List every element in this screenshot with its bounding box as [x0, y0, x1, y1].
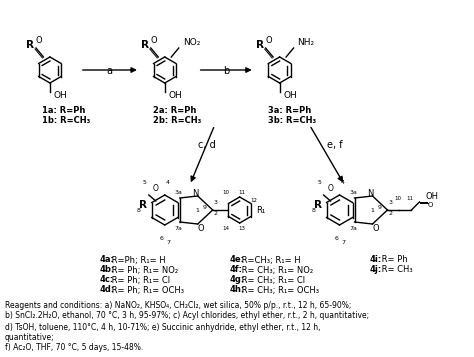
Text: R: R	[255, 40, 264, 50]
Text: 3a: 3a	[175, 190, 182, 195]
Text: 10: 10	[394, 196, 401, 201]
Text: 4a:: 4a:	[100, 256, 115, 265]
Text: O: O	[265, 35, 272, 45]
Text: c, d: c, d	[198, 140, 216, 150]
Text: 9: 9	[203, 205, 207, 210]
Text: R= Ph; R₁= Cl: R= Ph; R₁= Cl	[109, 276, 171, 285]
Text: 3: 3	[389, 200, 392, 205]
Text: 7a: 7a	[175, 226, 182, 231]
Text: 7: 7	[342, 240, 346, 245]
Text: 6: 6	[160, 236, 164, 241]
Text: 14: 14	[222, 226, 229, 231]
Text: 2a: R=Ph: 2a: R=Ph	[153, 106, 196, 115]
Text: R: R	[139, 200, 147, 210]
Text: 6: 6	[335, 236, 338, 241]
Text: b: b	[223, 66, 229, 76]
Text: b) SnCl₂.2H₂O, ethanol, 70 °C, 3 h, 95-97%; c) Acyl chlorides, ethyl ether, r.t.: b) SnCl₂.2H₂O, ethanol, 70 °C, 3 h, 95-9…	[5, 312, 369, 321]
Text: R: R	[26, 40, 34, 50]
Text: 12: 12	[250, 197, 257, 202]
Text: 4d:: 4d:	[100, 286, 115, 295]
Text: O: O	[428, 202, 433, 208]
Text: 4g:: 4g:	[230, 276, 245, 285]
Text: R= CH₃; R₁= Cl: R= CH₃; R₁= Cl	[239, 276, 305, 285]
Text: d) TsOH, toluene, 110°C, 4 h, 10-71%; e) Succinic anhydride, ethyl ether, r.t., : d) TsOH, toluene, 110°C, 4 h, 10-71%; e)…	[5, 322, 320, 332]
Text: 4b:: 4b:	[100, 266, 115, 275]
Text: R= Ph; R₁= OCH₃: R= Ph; R₁= OCH₃	[109, 286, 184, 295]
Text: 13: 13	[238, 226, 245, 231]
Text: OH: OH	[426, 191, 438, 201]
Text: 2: 2	[389, 211, 392, 216]
Text: 4j:: 4j:	[370, 266, 382, 275]
Text: 7: 7	[167, 240, 171, 245]
Text: 4c:: 4c:	[100, 276, 114, 285]
Text: 1: 1	[196, 207, 200, 212]
Text: NH₂: NH₂	[298, 37, 315, 46]
Text: OH: OH	[54, 91, 68, 100]
Text: R= Ph; R₁= NO₂: R= Ph; R₁= NO₂	[109, 266, 179, 275]
Text: 1b: R=CH₃: 1b: R=CH₃	[42, 116, 90, 125]
Text: O: O	[36, 35, 42, 45]
Text: O: O	[197, 223, 204, 232]
Text: N: N	[192, 188, 199, 197]
Text: 9: 9	[377, 205, 382, 210]
Text: 11: 11	[406, 196, 413, 201]
Text: OH: OH	[283, 91, 297, 100]
Text: 4i:: 4i:	[370, 256, 382, 265]
Text: 4h:: 4h:	[230, 286, 245, 295]
Text: 1a: R=Ph: 1a: R=Ph	[42, 106, 85, 115]
Text: 8: 8	[311, 207, 316, 212]
Text: R: R	[141, 40, 149, 50]
Text: O: O	[372, 223, 379, 232]
Text: N: N	[367, 188, 374, 197]
Text: O: O	[153, 183, 159, 192]
Text: quantitative;: quantitative;	[5, 333, 55, 342]
Text: R₁: R₁	[255, 206, 265, 215]
Text: 3a: R=Ph: 3a: R=Ph	[268, 106, 311, 115]
Text: 3a: 3a	[350, 190, 357, 195]
Text: O: O	[328, 183, 334, 192]
Text: R= CH₃: R= CH₃	[379, 266, 413, 275]
Text: 4: 4	[340, 180, 345, 185]
Text: R: R	[314, 200, 321, 210]
Text: 7a: 7a	[350, 226, 357, 231]
Text: R= CH₃; R₁= NO₂: R= CH₃; R₁= NO₂	[239, 266, 313, 275]
Text: a: a	[107, 66, 113, 76]
Text: R=Ph; R₁= H: R=Ph; R₁= H	[109, 256, 166, 265]
Text: 3b: R=CH₃: 3b: R=CH₃	[268, 116, 316, 125]
Text: NO₂: NO₂	[183, 37, 200, 46]
Text: 2: 2	[214, 211, 218, 216]
Text: OH: OH	[169, 91, 182, 100]
Text: 2b: R=CH₃: 2b: R=CH₃	[153, 116, 201, 125]
Text: f) Ac₂O, THF, 70 °C, 5 days, 15-48%.: f) Ac₂O, THF, 70 °C, 5 days, 15-48%.	[5, 343, 143, 352]
Text: 3: 3	[214, 200, 218, 205]
Text: e, f: e, f	[327, 140, 342, 150]
Text: R= Ph: R= Ph	[379, 256, 408, 265]
Text: 4f:: 4f:	[230, 266, 243, 275]
Text: 5: 5	[318, 180, 321, 185]
Text: 5: 5	[143, 180, 147, 185]
Text: 11: 11	[238, 190, 245, 195]
Text: 4e:: 4e:	[230, 256, 245, 265]
Text: 4: 4	[166, 180, 170, 185]
Text: 10: 10	[222, 190, 229, 195]
Text: Reagents and conditions: a) NaNO₂, KHSO₄, CH₂Cl₂, wet silica, 50% p/p., r.t., 12: Reagents and conditions: a) NaNO₂, KHSO₄…	[5, 301, 351, 310]
Text: O: O	[150, 35, 157, 45]
Text: 8: 8	[137, 207, 141, 212]
Text: R=CH₃; R₁= H: R=CH₃; R₁= H	[239, 256, 301, 265]
Text: 1: 1	[371, 207, 374, 212]
Text: R= CH₃; R₁= OCH₃: R= CH₃; R₁= OCH₃	[239, 286, 319, 295]
